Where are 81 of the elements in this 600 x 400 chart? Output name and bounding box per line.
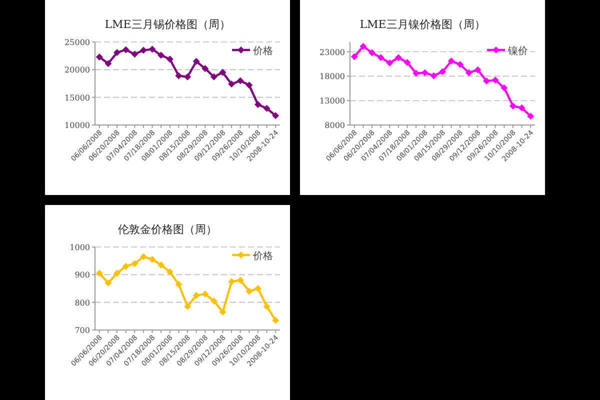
point bbox=[386, 59, 394, 66]
point bbox=[350, 53, 358, 60]
point bbox=[263, 302, 270, 310]
point bbox=[236, 77, 244, 84]
point bbox=[122, 46, 130, 54]
point bbox=[412, 70, 420, 77]
point bbox=[228, 278, 236, 286]
legend-label: 镍价 bbox=[507, 45, 528, 57]
y-tick-label: 15000 bbox=[64, 93, 90, 102]
point bbox=[166, 268, 174, 276]
point bbox=[254, 285, 262, 292]
point bbox=[474, 66, 482, 74]
point bbox=[246, 288, 253, 295]
y-tick-label: 20000 bbox=[64, 66, 90, 75]
y-tick-label: 8000 bbox=[324, 121, 345, 130]
point bbox=[421, 69, 428, 76]
point bbox=[104, 60, 112, 68]
point bbox=[439, 68, 446, 76]
y-tick-label: 10000 bbox=[64, 121, 90, 130]
point bbox=[184, 73, 191, 80]
point bbox=[377, 54, 384, 62]
point bbox=[527, 112, 534, 120]
y-tick-label: 13000 bbox=[320, 96, 345, 106]
point bbox=[456, 60, 464, 68]
point bbox=[202, 290, 209, 298]
point bbox=[448, 58, 455, 65]
point bbox=[465, 69, 472, 76]
point bbox=[175, 280, 182, 288]
point bbox=[96, 270, 103, 277]
legend-label: 价格 bbox=[252, 250, 273, 262]
chart-title: 伦敦金价格图（周） bbox=[118, 223, 217, 236]
point bbox=[114, 49, 121, 56]
point bbox=[404, 59, 411, 66]
y-tick-label: 900 bbox=[74, 270, 90, 280]
point bbox=[246, 82, 253, 89]
point bbox=[192, 292, 200, 299]
point bbox=[122, 262, 130, 270]
y-tick-label: 800 bbox=[74, 298, 90, 308]
point bbox=[114, 270, 121, 277]
point bbox=[219, 68, 226, 76]
point bbox=[158, 261, 165, 268]
point bbox=[236, 276, 244, 284]
point bbox=[394, 54, 402, 62]
point bbox=[518, 104, 526, 112]
point bbox=[254, 101, 262, 108]
point bbox=[492, 76, 499, 84]
point bbox=[166, 56, 174, 63]
point bbox=[272, 112, 280, 120]
legend-label: 价格 bbox=[252, 45, 273, 57]
point bbox=[158, 52, 165, 59]
point bbox=[140, 253, 147, 260]
point bbox=[368, 49, 376, 56]
chart-title: LME三月锡价格图（周） bbox=[104, 18, 230, 31]
point bbox=[104, 279, 112, 286]
point bbox=[131, 260, 138, 268]
point bbox=[96, 53, 103, 60]
point bbox=[131, 50, 138, 58]
point bbox=[500, 84, 508, 92]
point bbox=[140, 46, 147, 54]
y-tick-label: 700 bbox=[74, 326, 90, 335]
point bbox=[148, 46, 156, 53]
point bbox=[210, 297, 218, 304]
y-tick-label: 25000 bbox=[64, 38, 90, 47]
point bbox=[192, 58, 200, 65]
point bbox=[175, 72, 182, 80]
point bbox=[202, 65, 209, 72]
y-tick-label: 23000 bbox=[320, 48, 345, 57]
point bbox=[148, 256, 156, 263]
point bbox=[430, 72, 438, 80]
point bbox=[509, 102, 516, 110]
y-tick-label: 18000 bbox=[320, 72, 345, 82]
point bbox=[228, 80, 236, 88]
point bbox=[263, 104, 270, 112]
y-tick-label: 1000 bbox=[70, 243, 90, 252]
point bbox=[360, 42, 367, 50]
point bbox=[483, 78, 490, 85]
point bbox=[210, 73, 218, 80]
point bbox=[272, 316, 280, 324]
point bbox=[219, 308, 226, 316]
point bbox=[184, 302, 191, 310]
chart-title: LME三月镍价格图（周） bbox=[360, 18, 486, 31]
